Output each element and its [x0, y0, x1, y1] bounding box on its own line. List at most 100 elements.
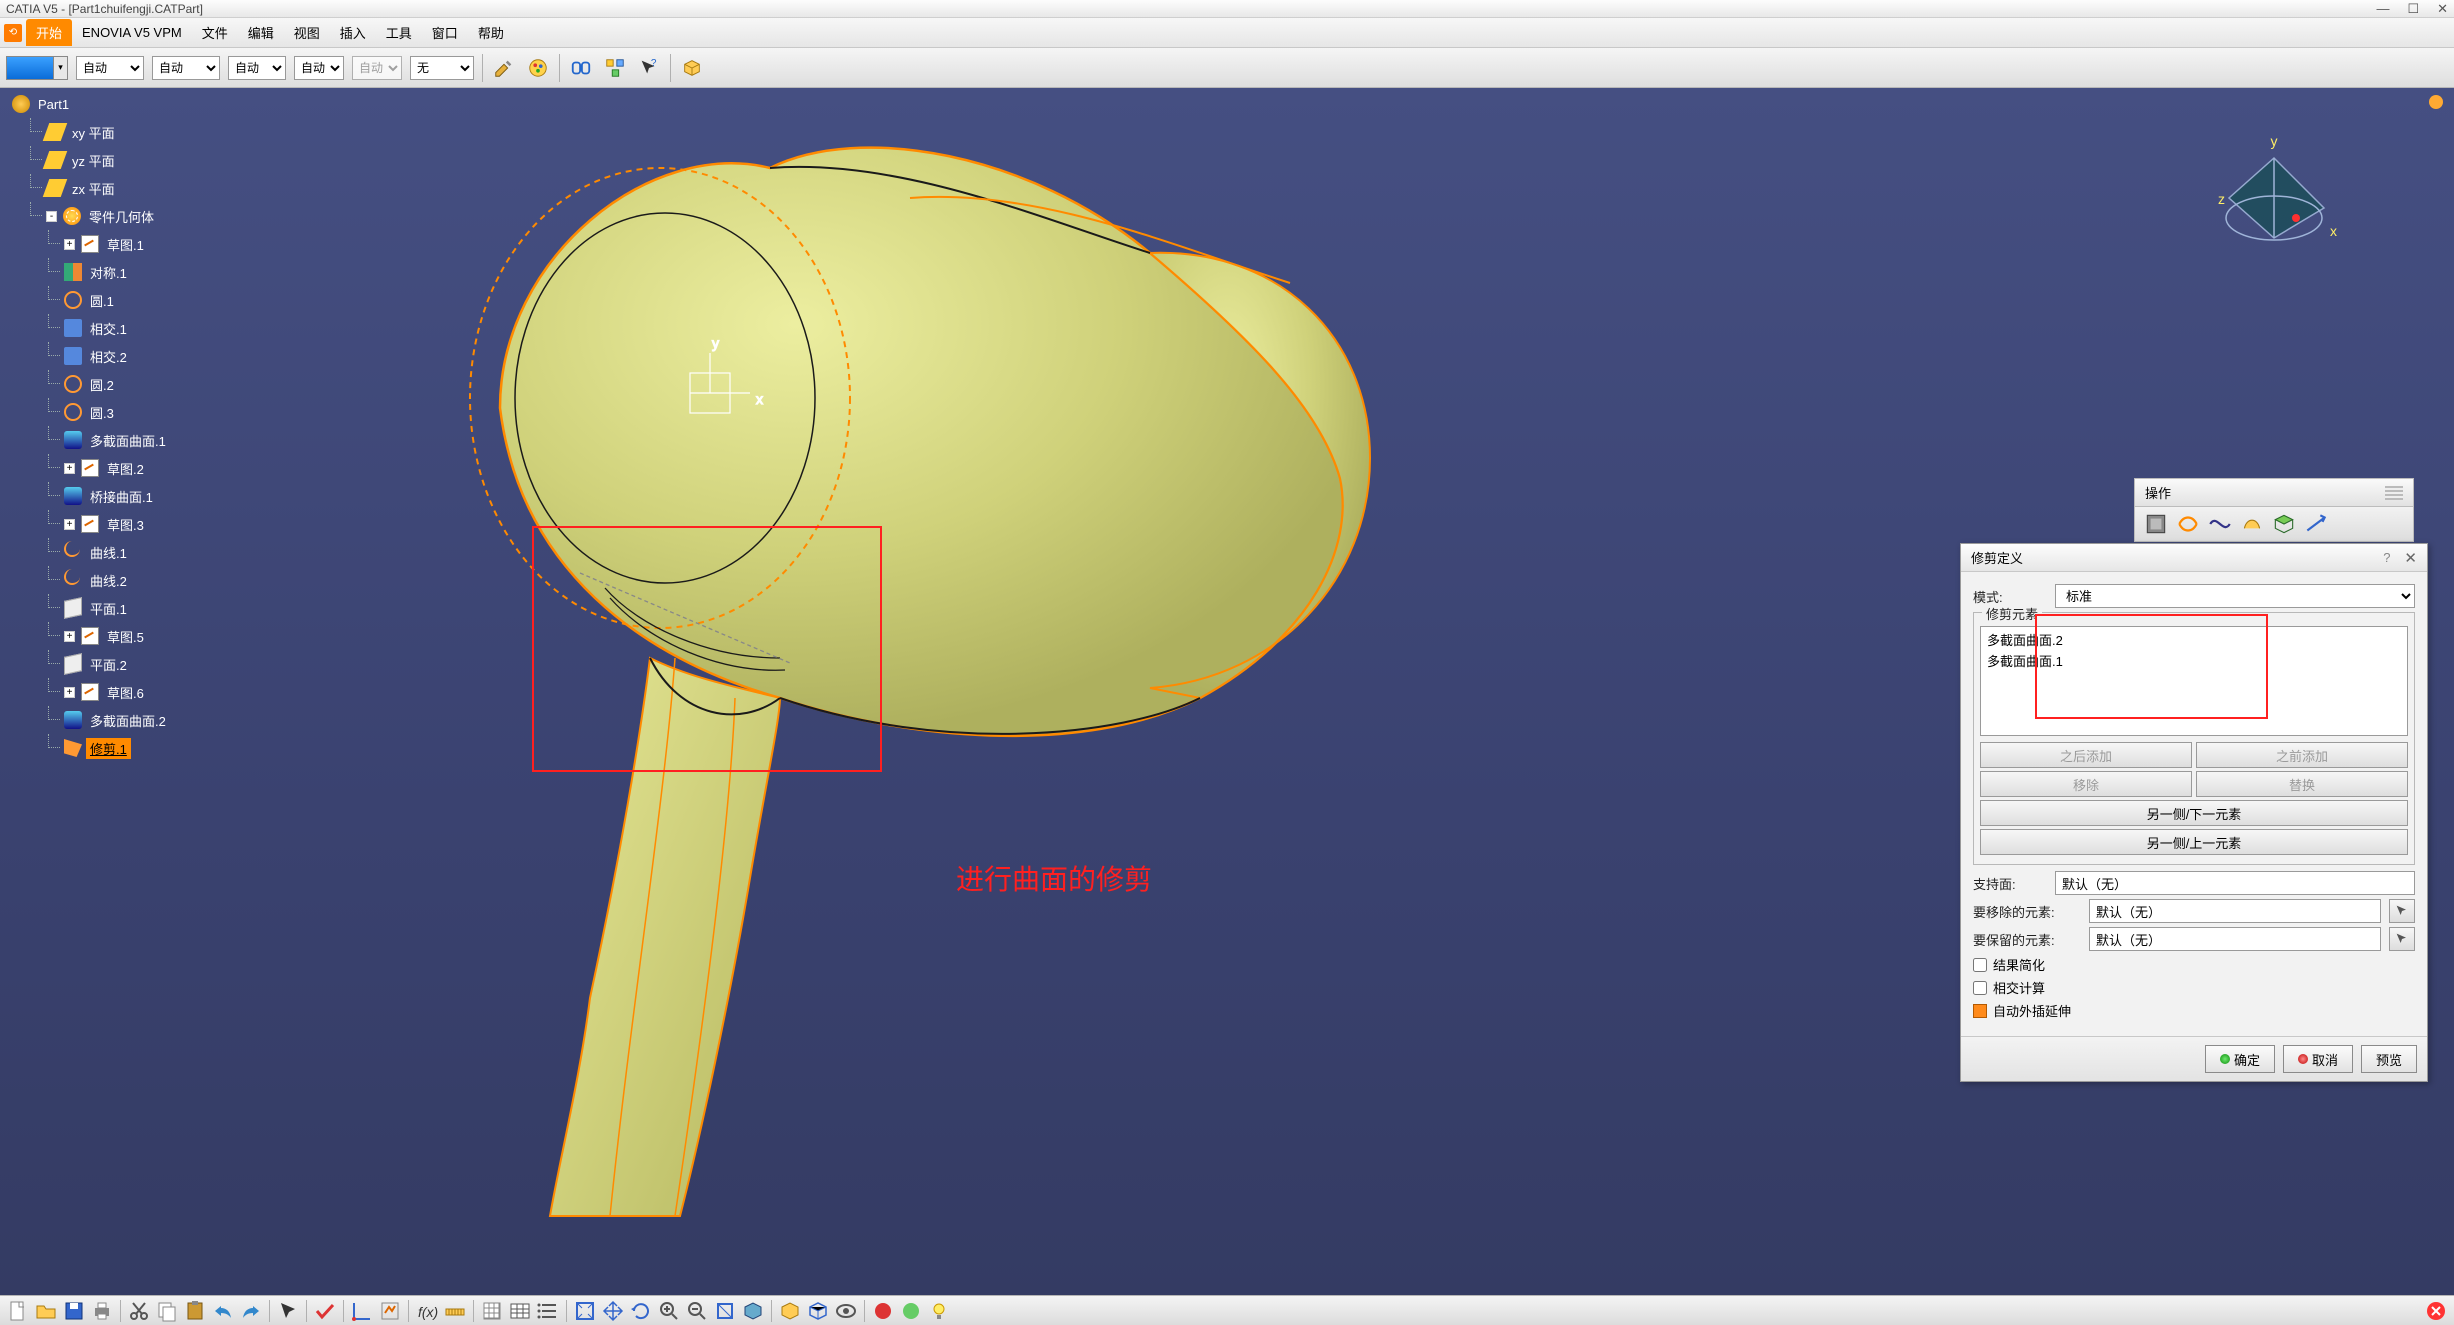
mode-selectropdown[interactable]: 标准	[2055, 584, 2415, 608]
undo-icon[interactable]	[211, 1299, 235, 1323]
zoom-in-icon[interactable]	[657, 1299, 681, 1323]
fit-icon[interactable]	[573, 1299, 597, 1323]
minimize-button[interactable]: —	[2376, 1, 2389, 17]
extrap-checkbox[interactable]: 自动外插延伸	[1973, 1001, 2415, 1020]
menu-tools[interactable]: 工具	[376, 19, 422, 46]
dialog-help-icon[interactable]: ?	[2383, 550, 2390, 565]
tree-row[interactable]: 圆.1	[12, 286, 232, 314]
dropdown-4[interactable]: 自动	[294, 56, 344, 80]
paint-icon[interactable]	[491, 55, 517, 81]
tree-row[interactable]: -零件几何体	[12, 202, 232, 230]
menu-start[interactable]: 开始	[26, 19, 72, 46]
extrapolate-icon[interactable]	[2303, 511, 2329, 537]
paste-icon[interactable]	[183, 1299, 207, 1323]
remove-elem-field[interactable]	[2089, 899, 2381, 923]
tree-row[interactable]: 圆.2	[12, 370, 232, 398]
shade-icon[interactable]	[778, 1299, 802, 1323]
zoom-out-icon[interactable]	[685, 1299, 709, 1323]
tree-row[interactable]: +草图.3	[12, 510, 232, 538]
tree-row[interactable]: +草图.1	[12, 230, 232, 258]
dropdown-1[interactable]: 自动	[76, 56, 144, 80]
tree-row[interactable]: zx 平面	[12, 174, 232, 202]
simplify-checkbox[interactable]: 结果简化	[1973, 955, 2415, 974]
wireframe-icon[interactable]	[806, 1299, 830, 1323]
sketch-tool-icon[interactable]	[378, 1299, 402, 1323]
menu-enovia[interactable]: ENOVIA V5 VPM	[72, 21, 192, 44]
pick-remove-button[interactable]	[2389, 899, 2415, 923]
dropdown-5[interactable]: 自动	[352, 56, 402, 80]
maximize-button[interactable]: ☐	[2407, 1, 2419, 17]
new-icon[interactable]	[6, 1299, 30, 1323]
tree-row[interactable]: 多截面曲面.2	[12, 706, 232, 734]
tree-row[interactable]: 曲线.2	[12, 566, 232, 594]
ops-panel[interactable]: 操作	[2134, 478, 2414, 542]
list-icon[interactable]	[536, 1299, 560, 1323]
normal-view-icon[interactable]	[713, 1299, 737, 1323]
otherside-prev-button[interactable]: 另一侧/上一元素	[1980, 829, 2408, 855]
tree-row[interactable]: +草图.2	[12, 454, 232, 482]
color-swatch[interactable]: ▾	[6, 56, 68, 80]
view-compass[interactable]: y z x	[2204, 128, 2344, 268]
dropdown-6[interactable]: 无	[410, 56, 474, 80]
save-icon[interactable]	[62, 1299, 86, 1323]
close-button[interactable]: ✕	[2437, 1, 2448, 17]
menu-help[interactable]: 帮助	[468, 19, 514, 46]
hide-show-icon[interactable]	[834, 1299, 858, 1323]
pointer-icon[interactable]	[276, 1299, 300, 1323]
expand-toggle[interactable]: -	[46, 211, 57, 222]
extract-icon[interactable]	[2239, 511, 2265, 537]
menu-file[interactable]: 文件	[192, 19, 238, 46]
tree-row[interactable]: 相交.1	[12, 314, 232, 342]
viewport-3d[interactable]: y x 进行曲面的修剪	[0, 88, 2454, 1295]
material-icon[interactable]	[899, 1299, 923, 1323]
ops-panel-title[interactable]: 操作	[2134, 478, 2414, 507]
add-before-button[interactable]: 之前添加	[2196, 742, 2408, 768]
tree-row[interactable]: 平面.1	[12, 594, 232, 622]
copy-icon[interactable]	[155, 1299, 179, 1323]
dialog-close-icon[interactable]: ✕	[2404, 549, 2417, 567]
light-icon[interactable]	[927, 1299, 951, 1323]
dropdown-3[interactable]: 自动	[228, 56, 286, 80]
transform-icon[interactable]	[2271, 511, 2297, 537]
menu-view[interactable]: 视图	[284, 19, 330, 46]
add-after-button[interactable]: 之后添加	[1980, 742, 2192, 768]
replace-button[interactable]: 替换	[2196, 771, 2408, 797]
tree-row[interactable]: yz 平面	[12, 146, 232, 174]
list-item[interactable]: 多截面曲面.1	[1987, 650, 2401, 671]
remove-button[interactable]: 移除	[1980, 771, 2192, 797]
print-icon[interactable]	[90, 1299, 114, 1323]
tree-row[interactable]: +草图.6	[12, 678, 232, 706]
measure-icon[interactable]	[443, 1299, 467, 1323]
formula-icon[interactable]: f(x)	[415, 1299, 439, 1323]
expand-toggle[interactable]: +	[64, 239, 75, 250]
expand-toggle[interactable]: +	[64, 463, 75, 474]
grip-icon[interactable]	[2385, 486, 2403, 500]
tree-row[interactable]: 对称.1	[12, 258, 232, 286]
tree-row[interactable]: 平面.2	[12, 650, 232, 678]
tree-row[interactable]: 修剪.1	[12, 734, 232, 762]
tree-row[interactable]: 多截面曲面.1	[12, 426, 232, 454]
cancel-button[interactable]: 取消	[2283, 1045, 2353, 1073]
expand-toggle[interactable]: +	[64, 519, 75, 530]
list-item[interactable]: 多截面曲面.2	[1987, 629, 2401, 650]
axis-icon[interactable]	[350, 1299, 374, 1323]
split-icon[interactable]	[2207, 511, 2233, 537]
check-icon[interactable]	[313, 1299, 337, 1323]
tree-row[interactable]: 曲线.1	[12, 538, 232, 566]
preview-button[interactable]: 预览	[2361, 1045, 2417, 1073]
trim-dialog[interactable]: 修剪定义 ? ✕ 模式: 标准 修剪元素 多截面曲面.2 多截面曲面.1 之后添…	[1960, 543, 2428, 1082]
keep-elem-field[interactable]	[2089, 927, 2381, 951]
table-icon[interactable]	[508, 1299, 532, 1323]
render-icon[interactable]	[871, 1299, 895, 1323]
open-icon[interactable]	[34, 1299, 58, 1323]
redo-icon[interactable]	[239, 1299, 263, 1323]
tree-row[interactable]: xy 平面	[12, 118, 232, 146]
ok-button[interactable]: 确定	[2205, 1045, 2275, 1073]
strip-icon[interactable]	[2424, 90, 2448, 114]
join-icon[interactable]	[2143, 511, 2169, 537]
expand-toggle[interactable]: +	[64, 687, 75, 698]
cut-icon[interactable]	[127, 1299, 151, 1323]
tree-row[interactable]: +草图.5	[12, 622, 232, 650]
otherside-next-button[interactable]: 另一侧/下一元素	[1980, 800, 2408, 826]
tree-root[interactable]: Part1	[12, 90, 232, 118]
